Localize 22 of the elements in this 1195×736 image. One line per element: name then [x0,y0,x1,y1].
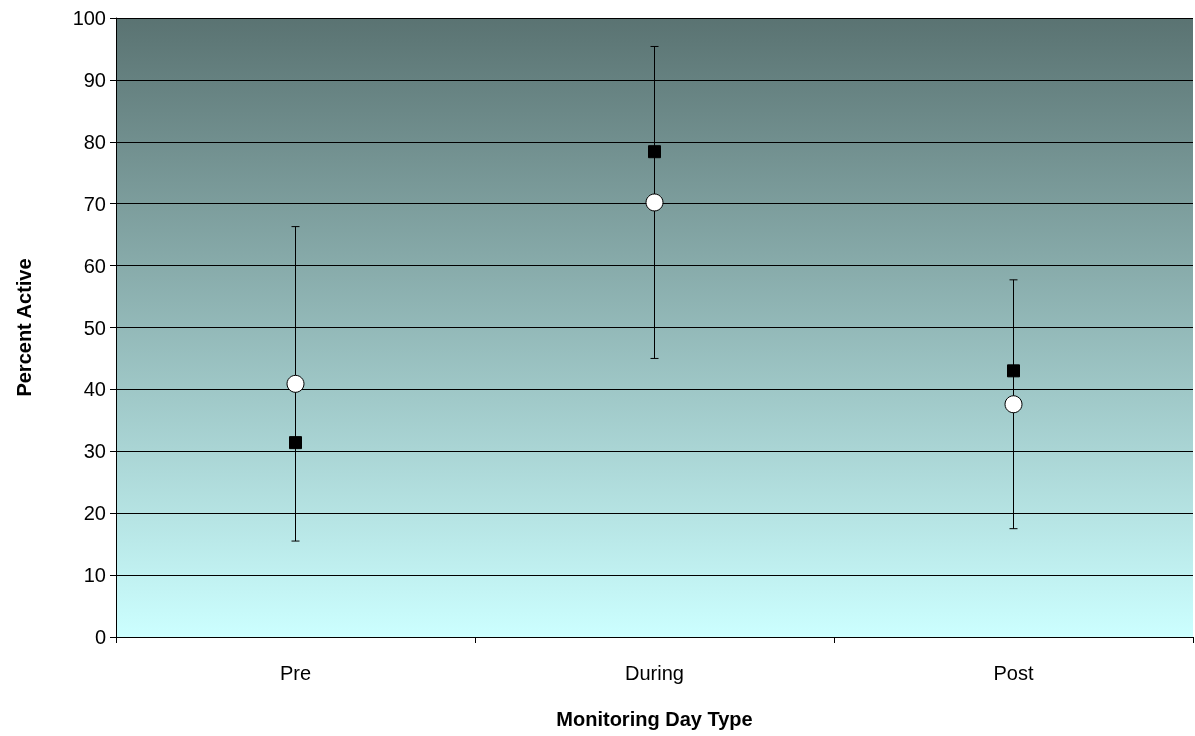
point [645,193,664,212]
point [286,374,305,393]
y-tick-label: 80 [83,130,106,153]
point [1007,364,1020,378]
y-tick-label: 50 [83,316,106,339]
x-tick-label: Pre [279,662,312,684]
y-axis-title: Percent Active [13,258,35,397]
y-tick-label: 60 [83,254,106,277]
x-tick-label: Post [993,662,1034,684]
y-tick-label: 90 [83,68,106,91]
x-tick-label: During [625,662,684,684]
point [648,145,661,159]
y-tick-label: 100 [72,7,106,29]
y-tick-label: 70 [83,192,106,215]
y-tick-label: 20 [83,502,106,525]
point [289,436,302,450]
y-tick-label: 40 [83,378,106,401]
y-tick-label: 0 [94,626,106,648]
y-tick-label: 10 [83,564,106,587]
point [1004,395,1023,414]
y-tick-label: 30 [83,440,106,463]
x-axis-title: Monitoring Day Type [556,708,753,730]
